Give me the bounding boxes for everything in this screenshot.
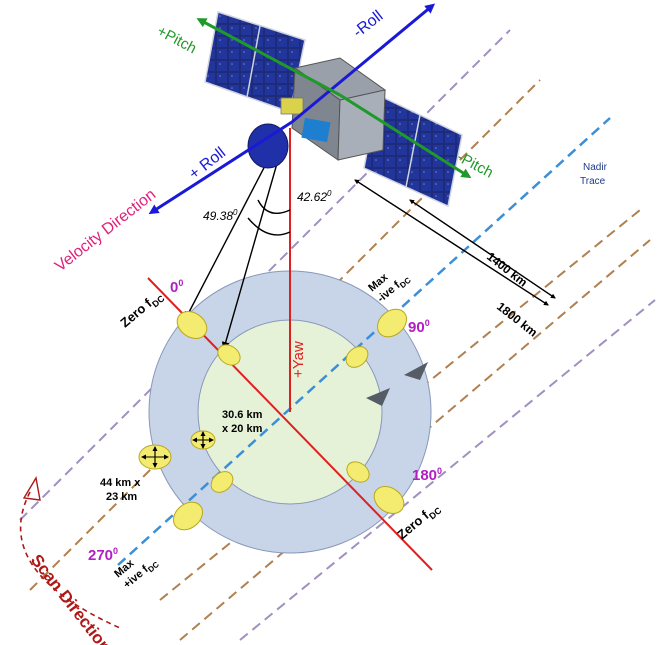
label-deg-0: 00 — [170, 278, 183, 296]
label-deg-180: 1800 — [412, 466, 442, 484]
label-velocity-direction: Velocity Direction — [52, 186, 159, 275]
label-deg-270: 2700 — [88, 546, 118, 564]
label-angle-49: 49.380 — [203, 208, 238, 223]
label-dist-1400: 1400 km — [484, 249, 530, 289]
label-deg-90: 900 — [408, 318, 430, 336]
label-pitch-plus: +Pitch — [154, 23, 199, 58]
label-nadir-trace: Nadir Trace — [580, 162, 610, 187]
label-max-pos-fdc: Max +ive fDC — [112, 545, 161, 592]
label-zero-fdc-left: Zero fDC — [117, 287, 167, 333]
label-roll-minus: -Roll — [350, 8, 386, 42]
satellite-bus-side — [338, 90, 385, 160]
scan-direction-arrowhead — [24, 478, 40, 500]
label-pitch-minus: -Pitch — [454, 149, 496, 182]
satellite — [205, 12, 462, 206]
distance-markers — [355, 180, 555, 305]
label-yaw: +Yaw — [290, 341, 307, 378]
solar-panel-left — [205, 12, 305, 112]
label-scan-direction: Scan Direction — [27, 551, 115, 645]
label-outer-footprint-size: 44 km x 23 km — [100, 477, 143, 503]
label-dist-1800: 1800 km — [494, 299, 540, 339]
label-angle-42: 42.620 — [297, 189, 332, 204]
